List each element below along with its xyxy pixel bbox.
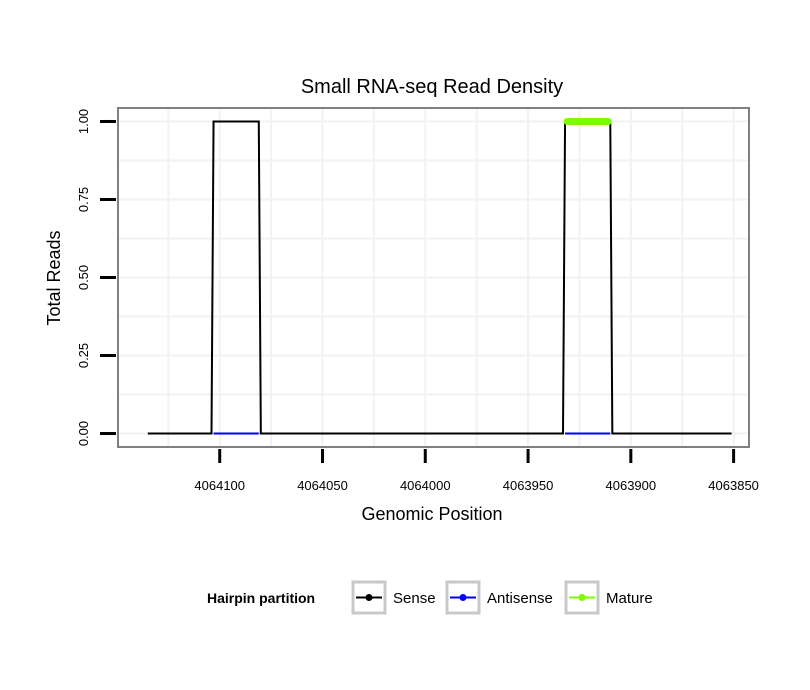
legend-key-point — [578, 594, 586, 601]
y-tick-label: 0.00 — [76, 421, 91, 446]
x-tick-label: 4063950 — [503, 478, 554, 493]
y-tick-label: 0.25 — [76, 343, 91, 368]
legend-key-point — [459, 594, 467, 601]
data-series — [147, 117, 732, 435]
legend-key-point — [365, 594, 373, 601]
legend-label: Mature — [606, 590, 653, 607]
legend-item-mature: Mature — [564, 580, 653, 615]
y-tick-label: 0.50 — [76, 265, 91, 290]
legend-label: Antisense — [487, 590, 553, 607]
y-axis: 0.00 0.25 0.50 0.75 1.00 — [76, 109, 116, 446]
x-tick-label: 4063850 — [708, 478, 759, 493]
x-tick-label: 4064050 — [297, 478, 348, 493]
legend-title: Hairpin partition — [207, 590, 315, 606]
x-tick-label: 4064100 — [194, 478, 245, 493]
x-axis-label: Genomic Position — [361, 504, 502, 524]
legend-item-antisense: Antisense — [445, 580, 553, 615]
legend-label: Sense — [393, 590, 436, 607]
legend-item-sense: Sense — [351, 580, 436, 615]
grid-lines — [119, 109, 748, 446]
x-tick-label: 4063900 — [606, 478, 657, 493]
y-tick-label: 1.00 — [76, 109, 91, 134]
y-tick-label: 0.75 — [76, 187, 91, 212]
legend: Hairpin partition Sense Antisense Mature — [207, 580, 653, 615]
x-axis: 4064100 4064050 4064000 4063950 4063900 40638… — [194, 449, 759, 493]
chart-title: Small RNA-seq Read Density — [301, 76, 563, 98]
plot-panel — [117, 107, 750, 448]
legend-keys: Sense Antisense Mature — [351, 580, 653, 615]
x-tick-label: 4064000 — [400, 478, 451, 493]
series-sense-line — [147, 120, 732, 435]
y-axis-label: Total Reads — [44, 230, 64, 325]
